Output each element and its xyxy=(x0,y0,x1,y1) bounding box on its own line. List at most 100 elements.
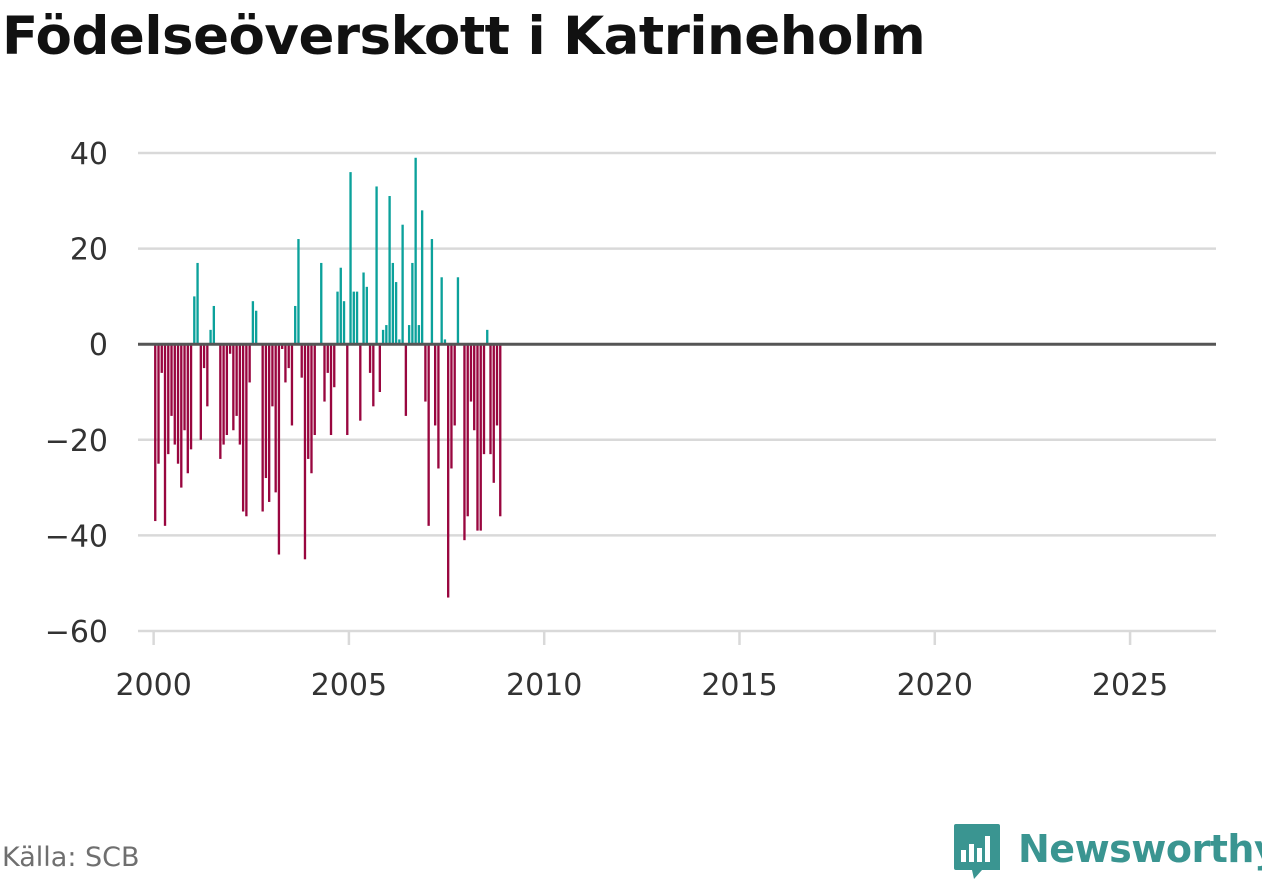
bar xyxy=(391,262,395,345)
bar xyxy=(469,344,473,402)
bar xyxy=(489,344,492,455)
bar xyxy=(333,344,336,388)
bar xyxy=(430,239,434,345)
bar xyxy=(447,344,450,598)
bar xyxy=(180,344,183,488)
source-note: Källa: SCB xyxy=(2,842,140,873)
bar xyxy=(193,296,196,345)
bar xyxy=(417,325,421,345)
bar xyxy=(251,301,255,345)
bar xyxy=(212,305,216,345)
bar xyxy=(268,344,271,502)
bars xyxy=(154,157,502,598)
x-tick-label: 2005 xyxy=(311,668,387,703)
x-tick-label: 2020 xyxy=(897,668,973,703)
bar xyxy=(281,344,284,349)
bar xyxy=(222,344,225,445)
bar xyxy=(499,344,502,517)
bar xyxy=(277,344,281,555)
bar xyxy=(476,344,479,531)
bar xyxy=(196,262,199,345)
bar xyxy=(225,344,229,436)
x-tick-label: 2025 xyxy=(1092,668,1168,703)
bar xyxy=(173,344,176,445)
bar xyxy=(466,344,469,517)
y-tick-label: −40 xyxy=(45,519,108,554)
bar xyxy=(163,344,167,526)
bar xyxy=(359,344,362,421)
bar xyxy=(365,286,368,345)
bar xyxy=(232,344,235,431)
bar xyxy=(443,339,447,345)
x-tick-label: 2010 xyxy=(506,668,582,703)
bar xyxy=(339,267,342,345)
bar xyxy=(320,262,323,345)
bar xyxy=(385,325,388,345)
bar xyxy=(368,344,372,373)
bar xyxy=(186,344,189,474)
bar xyxy=(381,329,385,345)
bar xyxy=(297,239,300,345)
y-tick-label: −60 xyxy=(45,615,108,650)
bar xyxy=(307,344,310,459)
y-tick-label: −20 xyxy=(45,424,108,459)
bar xyxy=(287,344,290,369)
bar xyxy=(414,157,417,345)
bar xyxy=(202,344,206,369)
y-axis: 40 20 0 −20 −40 −60 xyxy=(45,137,108,650)
bar xyxy=(378,344,381,392)
bar xyxy=(294,305,297,345)
bar xyxy=(398,339,401,345)
bar xyxy=(167,344,170,455)
bar xyxy=(264,344,268,479)
x-tick-label: 2015 xyxy=(701,668,777,703)
bar xyxy=(473,344,476,431)
x-tick-label: 2000 xyxy=(115,668,191,703)
bar xyxy=(271,344,274,407)
bar xyxy=(424,344,427,402)
bar xyxy=(209,329,212,345)
bar xyxy=(401,224,404,345)
newsworthy-logo: Newsworthy xyxy=(950,818,1262,880)
bar xyxy=(290,344,294,426)
gridlines xyxy=(138,151,1216,633)
bar xyxy=(433,344,437,426)
bar xyxy=(411,262,414,345)
bar xyxy=(199,344,202,440)
bar xyxy=(183,344,186,431)
bar xyxy=(310,344,313,474)
bar xyxy=(495,344,499,426)
bar xyxy=(261,344,264,512)
bar xyxy=(479,344,482,531)
y-tick-label: 20 xyxy=(70,233,108,268)
bar xyxy=(284,344,287,383)
bar xyxy=(407,325,411,345)
bar xyxy=(170,344,173,416)
bar xyxy=(238,344,242,445)
bar xyxy=(375,186,378,345)
bar xyxy=(388,196,391,345)
bar xyxy=(245,344,248,517)
bar xyxy=(450,344,453,469)
bar xyxy=(362,272,365,345)
bar xyxy=(486,329,489,345)
bar xyxy=(189,344,193,450)
chart-title: Födelseöverskott i Katrineholm xyxy=(2,6,926,67)
bar xyxy=(157,344,160,464)
newsworthy-logo-text: Newsworthy xyxy=(1018,827,1262,871)
bar xyxy=(154,344,157,522)
bar xyxy=(329,344,333,436)
y-tick-label: 40 xyxy=(70,137,108,172)
bar xyxy=(440,277,443,345)
y-tick-label: 0 xyxy=(89,328,108,363)
bar xyxy=(303,344,307,560)
bar xyxy=(355,291,359,345)
bar xyxy=(241,344,245,512)
bar xyxy=(219,344,222,459)
bar xyxy=(352,291,355,345)
bar xyxy=(492,344,495,483)
bar xyxy=(323,344,326,402)
bar xyxy=(274,344,277,493)
bar xyxy=(349,172,352,345)
